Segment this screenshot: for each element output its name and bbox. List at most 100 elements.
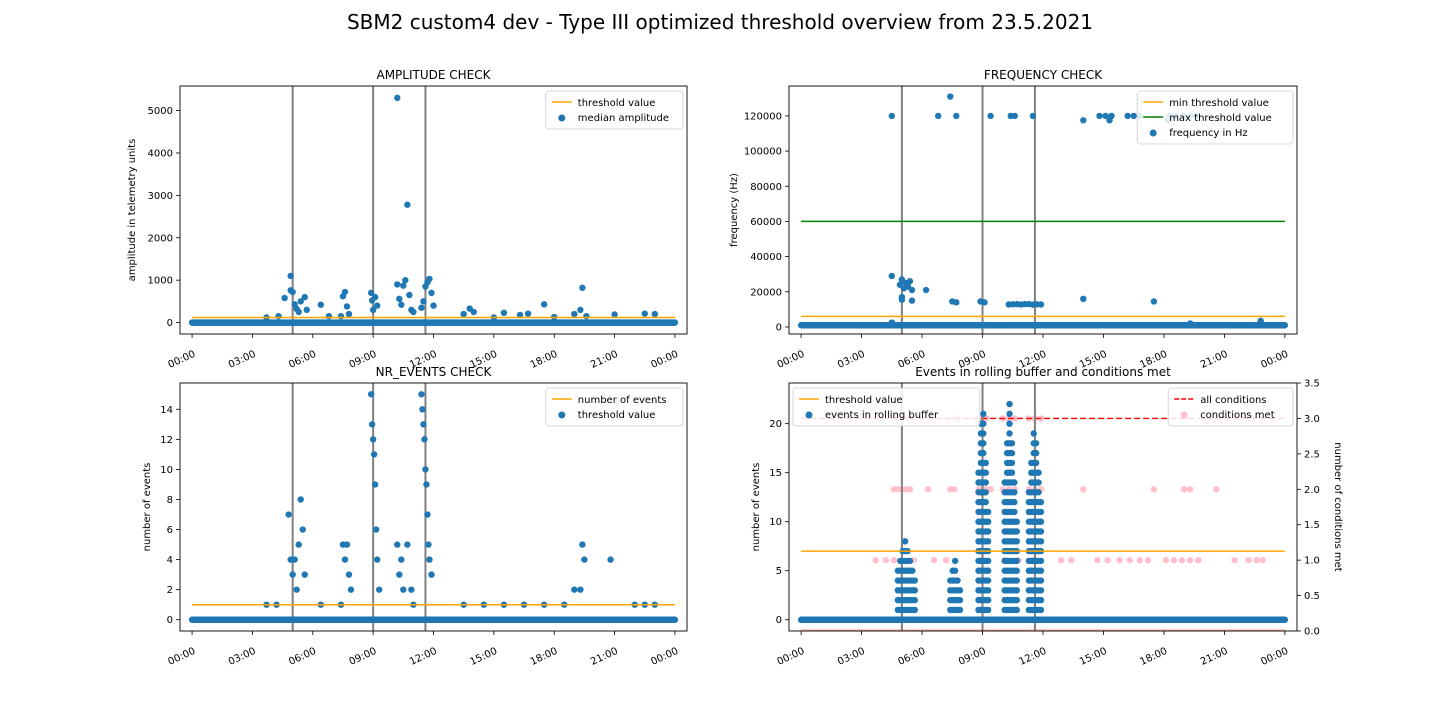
data-point xyxy=(1035,489,1042,496)
data-point xyxy=(980,430,987,437)
y-tick-label: 80000 xyxy=(750,182,782,193)
conditions-met-point xyxy=(1144,556,1152,564)
x-tick-label: 06:00 xyxy=(897,646,928,668)
chart-title: AMPLITUDE CHECK xyxy=(376,68,491,82)
data-point xyxy=(1257,317,1264,325)
conditions-met-point xyxy=(1195,556,1202,564)
data-point xyxy=(1013,577,1020,584)
data-point xyxy=(901,538,909,545)
data-point xyxy=(345,310,353,318)
x-tick-label: 09:00 xyxy=(957,646,988,668)
data-point xyxy=(419,406,426,413)
data-point xyxy=(524,310,532,317)
data-point xyxy=(1035,479,1042,486)
conditions-met-point xyxy=(1057,556,1065,564)
legend: number of events threshold value xyxy=(545,387,684,427)
legend-marker-swatch xyxy=(558,114,566,122)
data-point xyxy=(1032,440,1040,447)
data-point xyxy=(581,556,588,563)
data-point xyxy=(394,281,401,288)
conditions-met-point xyxy=(1180,486,1188,493)
data-point xyxy=(424,511,431,518)
data-point xyxy=(1011,112,1018,120)
data-point xyxy=(982,459,989,467)
data-point xyxy=(1013,518,1020,525)
y-tick-label: 1000 xyxy=(148,276,173,287)
chart-title: Events in rolling buffer and conditions … xyxy=(915,365,1171,379)
legend-right: all conditions conditions met xyxy=(1167,387,1294,427)
y-tick-label: 0 xyxy=(167,318,173,329)
legend-left: threshold value events in rolling buffer xyxy=(792,387,981,427)
data-point xyxy=(421,436,428,443)
data-point xyxy=(987,112,994,120)
data-point xyxy=(540,301,548,308)
data-point xyxy=(577,306,584,314)
data-point xyxy=(984,508,992,516)
data-point xyxy=(398,301,405,308)
data-point xyxy=(607,556,614,563)
data-point xyxy=(951,567,959,574)
y-right-tick-label: 2.0 xyxy=(1304,485,1320,496)
legend-label: min threshold value xyxy=(1169,98,1269,109)
data-point xyxy=(406,291,413,299)
data-point xyxy=(982,489,989,496)
data-point xyxy=(671,616,679,623)
data-point xyxy=(951,557,959,565)
legend-marker-swatch xyxy=(1180,411,1188,419)
chart-title: NR_EVENTS CHECK xyxy=(376,365,493,379)
data-point xyxy=(956,596,964,604)
data-point xyxy=(285,511,292,518)
data-point xyxy=(1037,577,1045,584)
data-point xyxy=(1037,508,1045,516)
conditions-met-point xyxy=(1253,556,1260,564)
data-point xyxy=(303,306,310,314)
data-point xyxy=(980,410,987,418)
conditions-met-point xyxy=(890,556,898,564)
legend-box xyxy=(545,387,684,427)
conditions-met-point xyxy=(1080,486,1087,493)
x-tick-label: 00:00 xyxy=(649,646,680,668)
axes-frame xyxy=(179,85,688,335)
data-point xyxy=(341,556,349,563)
x-tick-label: 03:00 xyxy=(227,349,258,371)
x-tick-label: 09:00 xyxy=(348,349,379,371)
data-point xyxy=(370,451,378,458)
x-tick-label: 09:00 xyxy=(348,646,379,668)
data-point xyxy=(1037,538,1045,545)
data-point xyxy=(1102,112,1109,120)
data-point xyxy=(577,586,584,593)
legend-label: threshold value xyxy=(578,410,656,421)
data-point xyxy=(426,275,433,283)
data-point xyxy=(295,308,302,316)
y-axis-label: number of events xyxy=(142,463,153,552)
data-point xyxy=(402,276,409,284)
y-right-axis-label: number of conditions met xyxy=(1332,442,1343,572)
y-tick-label: 2000 xyxy=(148,233,173,244)
data-point xyxy=(984,528,992,535)
data-point xyxy=(400,282,407,289)
data-point xyxy=(423,481,430,488)
data-point xyxy=(908,286,916,294)
data-point xyxy=(909,567,916,574)
data-point xyxy=(420,298,427,305)
data-point xyxy=(404,201,411,208)
x-tick-label: 18:00 xyxy=(529,646,560,668)
chart-nr_events: NR_EVENTS CHECK 0 2 4 6 8 10 12 14 00:00 03:00 06:0… xyxy=(142,365,688,668)
conditions-met-point xyxy=(1068,556,1075,564)
x-tick-label: 03:00 xyxy=(836,646,867,668)
data-point xyxy=(953,112,960,120)
data-point xyxy=(317,301,325,308)
data-point xyxy=(408,586,415,593)
y-right-tick-label: 3.5 xyxy=(1304,379,1320,390)
conditions-met-point xyxy=(1136,556,1143,564)
legend-marker-swatch xyxy=(558,411,566,419)
chart-amplitude: AMPLITUDE CHECK 0 1000 2000 3000 4000 5000 00:0… xyxy=(127,68,688,371)
data-point xyxy=(373,556,381,563)
legend-marker-swatch xyxy=(1149,129,1157,137)
x-tick-label: 00:00 xyxy=(776,646,807,668)
y-axis-label: number of events xyxy=(751,463,762,552)
data-point xyxy=(1037,596,1045,604)
axes-frame xyxy=(179,382,688,632)
plot-area xyxy=(188,383,679,631)
